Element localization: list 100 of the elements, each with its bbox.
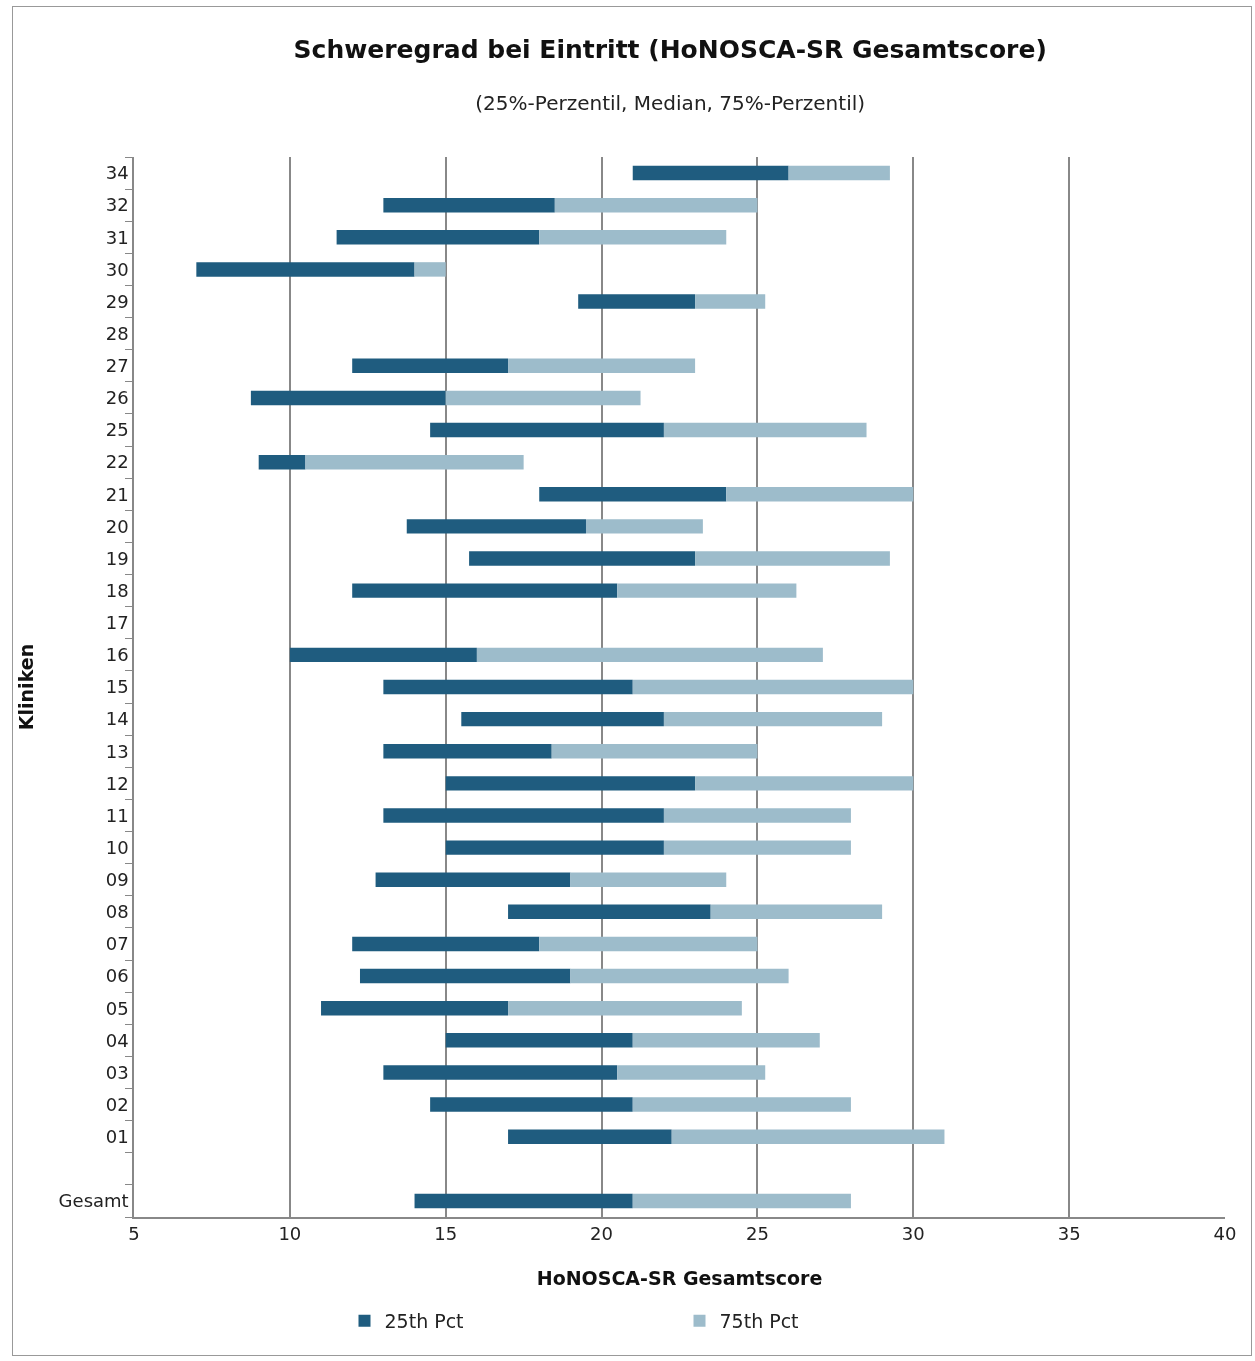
y-tick-label: 31 [105, 226, 129, 248]
bar [196, 262, 415, 277]
bar [336, 230, 540, 245]
y-tick-label: 34 [105, 162, 129, 184]
y-tick-label: 07 [105, 933, 129, 955]
bar [305, 454, 524, 470]
bar [539, 487, 727, 502]
y-tick-label: 13 [105, 740, 129, 762]
bar [352, 583, 618, 598]
y-tick-label: 19 [105, 547, 129, 569]
bar [461, 711, 664, 727]
bar [445, 840, 664, 855]
bar [414, 1193, 633, 1209]
bar [663, 840, 851, 855]
x-tick-label: 35 [1057, 1223, 1081, 1245]
bar [414, 262, 446, 277]
bar [539, 230, 727, 245]
bar [383, 679, 633, 695]
bar [695, 294, 766, 309]
y-axis-title: Kliniken [14, 643, 37, 731]
y-tick-label: 18 [105, 579, 129, 601]
bar [726, 487, 914, 502]
bar [788, 165, 890, 181]
bar [632, 1193, 851, 1209]
x-tick-label: 5 [128, 1223, 140, 1245]
bar [445, 776, 696, 791]
bar [430, 1097, 633, 1112]
y-tick-label: 15 [105, 676, 129, 698]
bar [632, 1033, 820, 1048]
bar [570, 872, 727, 887]
bar [383, 744, 552, 759]
bar [710, 904, 883, 920]
bar [585, 519, 703, 534]
bar [570, 968, 789, 984]
bar [383, 1065, 618, 1080]
bar [632, 165, 789, 181]
y-tick-label: 28 [105, 322, 129, 344]
bar [406, 519, 586, 534]
x-axis-title: HoNOSCA-SR Gesamtscore [536, 1266, 823, 1289]
y-tick-label: 26 [105, 387, 129, 409]
bar [508, 1000, 742, 1016]
bar [359, 968, 571, 984]
bar [508, 904, 711, 920]
bar [578, 294, 696, 309]
bar [430, 422, 664, 438]
chart-subtitle: (25%-Perzentil, Median, 75%-Perzentil) [475, 91, 866, 116]
bar [375, 872, 571, 887]
bar [663, 808, 851, 823]
y-tick-label: 29 [105, 290, 129, 312]
bar [250, 390, 446, 406]
legend-label: 25th Pct [384, 1310, 464, 1333]
bar [445, 390, 641, 406]
x-tick-label: 30 [901, 1223, 925, 1245]
y-tick-label: 21 [105, 483, 129, 505]
x-tick-label: 20 [590, 1223, 614, 1245]
bar [617, 583, 797, 598]
bar [445, 1033, 633, 1048]
y-tick-label: 09 [105, 869, 129, 891]
y-tick-label: 17 [105, 612, 129, 634]
x-tick-label: 40 [1213, 1223, 1237, 1245]
x-tick-label: 10 [278, 1223, 302, 1245]
bar [695, 551, 890, 566]
y-tick-label: 11 [105, 804, 129, 826]
bar [671, 1129, 945, 1144]
bar [383, 197, 555, 213]
bar [469, 551, 696, 566]
y-tick-label: 08 [105, 901, 129, 923]
chart-title: Schweregrad bei Eintritt (HoNOSCA-SR Gesamtscore) [293, 35, 1047, 65]
bar [554, 197, 758, 213]
bar [289, 647, 477, 663]
y-tick-label: 22 [105, 451, 129, 473]
bar [508, 1129, 672, 1144]
bar [617, 1065, 766, 1080]
bar [695, 776, 914, 791]
bar [352, 358, 509, 374]
y-tick-label: 27 [105, 355, 129, 377]
y-tick-label: 25 [105, 419, 129, 441]
y-tick-label: 06 [105, 965, 129, 987]
bar [321, 1000, 509, 1016]
y-tick-label: 20 [105, 515, 129, 537]
bar [663, 711, 883, 727]
x-tick-label: 15 [434, 1223, 458, 1245]
y-tick-label: 10 [105, 836, 129, 858]
bar [551, 744, 758, 759]
y-tick-label: 05 [105, 997, 129, 1019]
bar [258, 454, 306, 470]
y-tick-label: 03 [105, 1061, 129, 1083]
y-tick-label: 12 [105, 772, 129, 794]
y-tick-label: 30 [105, 258, 129, 280]
bar [663, 422, 867, 438]
bar [383, 808, 664, 823]
x-tick-label: 25 [745, 1223, 769, 1245]
bar [352, 936, 540, 952]
bar [632, 1097, 851, 1112]
bar [539, 936, 758, 952]
y-tick-label: 16 [105, 644, 129, 666]
bar [508, 358, 696, 374]
y-tick-label: 14 [105, 708, 129, 730]
y-tick-label: 01 [105, 1126, 129, 1147]
bar [632, 679, 914, 695]
